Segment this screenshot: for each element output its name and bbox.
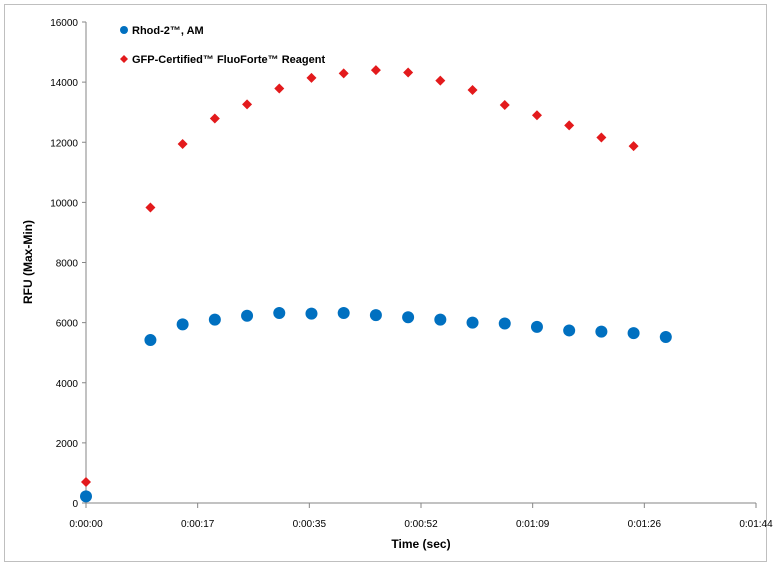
series-rhod2 [80, 307, 672, 502]
data-point [210, 114, 220, 124]
data-point [564, 120, 574, 130]
data-point [499, 318, 511, 330]
data-point [177, 318, 189, 330]
data-point [531, 321, 543, 333]
data-point [628, 327, 640, 339]
data-point [371, 65, 381, 75]
data-point [660, 331, 672, 343]
data-point [338, 307, 350, 319]
data-point [435, 76, 445, 86]
y-axis-title: RFU (Max-Min) [21, 220, 35, 304]
x-tick-label: 0:00:17 [181, 519, 215, 530]
data-point [144, 334, 156, 346]
legend-marker-rhod2 [120, 26, 128, 34]
data-point [402, 311, 414, 323]
y-tick-label: 8000 [56, 259, 79, 270]
y-tick-label: 16000 [50, 18, 78, 29]
data-point [596, 132, 606, 142]
data-point [403, 68, 413, 78]
data-point [434, 314, 446, 326]
data-point [305, 308, 317, 320]
data-point [563, 324, 575, 336]
x-tick-label: 0:00:52 [404, 519, 438, 530]
data-point [178, 139, 188, 149]
data-point [273, 307, 285, 319]
series-fluoforte [81, 65, 639, 487]
data-point [370, 309, 382, 321]
data-point [500, 100, 510, 110]
y-tick-label: 2000 [56, 439, 79, 450]
data-point [468, 85, 478, 95]
data-point [467, 317, 479, 329]
y-tick-label: 12000 [50, 138, 78, 149]
data-point [241, 310, 253, 322]
y-tick-label: 0 [72, 499, 78, 510]
data-point [80, 490, 92, 502]
data-point [629, 141, 639, 151]
data-point [306, 73, 316, 83]
tick-labels: 0 2000 4000 6000 8000 10000 12000 14000 16000 0:0… [50, 18, 773, 530]
y-tick-label: 4000 [56, 379, 79, 390]
data-point [209, 314, 221, 326]
data-point [81, 477, 91, 487]
y-tick-label: 14000 [50, 78, 78, 89]
axes [82, 22, 756, 508]
data-point [339, 68, 349, 78]
data-point [595, 326, 607, 338]
data-point [242, 99, 252, 109]
data-point [145, 202, 155, 212]
legend-label-rhod2: Rhod-2™, AM [132, 25, 204, 37]
y-tick-label: 6000 [56, 319, 79, 330]
legend-label-fluoforte: GFP-Certified™ FluoForte™ Reagent [132, 54, 325, 66]
x-axis-title: Time (sec) [391, 537, 450, 551]
x-tick-label: 0:00:35 [293, 519, 327, 530]
x-tick-label: 0:01:26 [628, 519, 662, 530]
data-point [532, 110, 542, 120]
legend: Rhod-2™, AM GFP-Certified™ FluoForte™ Re… [120, 25, 325, 66]
data-points [80, 65, 672, 502]
x-tick-label: 0:01:09 [516, 519, 550, 530]
x-tick-label: 0:00:00 [69, 519, 103, 530]
x-tick-label: 0:01:44 [739, 519, 773, 530]
legend-marker-fluoforte [120, 55, 128, 63]
y-tick-label: 10000 [50, 198, 78, 209]
data-point [274, 83, 284, 93]
